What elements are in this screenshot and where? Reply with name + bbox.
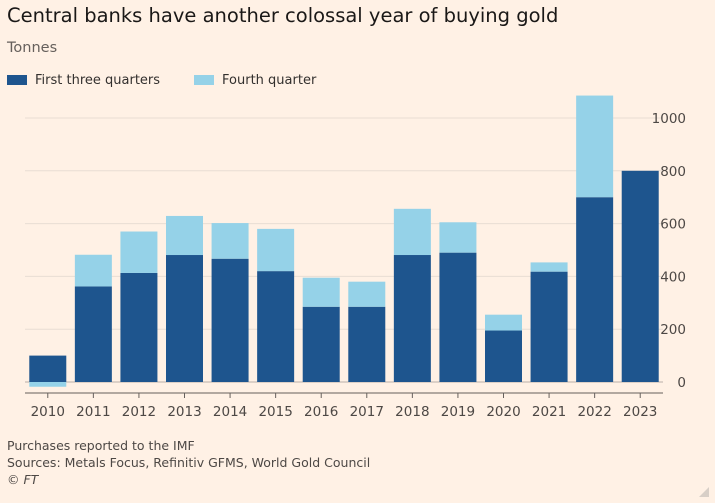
bar-first-three-quarters [348,306,386,382]
x-tick-label: 2021 [532,404,566,420]
bar-fourth-quarter [120,231,158,273]
bar-first-three-quarters [74,286,112,382]
y-tick-label: 1000 [652,111,686,127]
y-tick-label: 400 [660,269,686,285]
x-tick-label: 2013 [167,404,201,420]
bar-first-three-quarters [302,306,340,382]
bar-first-three-quarters [211,258,249,382]
x-tick-label: 2012 [122,404,156,420]
x-tick-label: 2023 [623,404,657,420]
bar-first-three-quarters [485,330,522,382]
bar-first-three-quarters [439,252,477,382]
legend-swatch-first-three-quarters [7,75,27,85]
y-tick-label: 0 [677,375,686,391]
legend-swatch-fourth-quarter [194,75,215,85]
bar-first-three-quarters [166,255,203,382]
legend-item-first-three-quarters: First three quarters [7,73,160,88]
x-tick-label: 2020 [486,404,520,420]
bar-fourth-quarter [302,277,340,307]
footer-copyright: © FT [7,472,39,487]
x-tick-label: 2018 [395,404,429,420]
footer-note: Purchases reported to the IMF [7,438,195,453]
bar-first-three-quarters [29,355,67,382]
bar-fourth-quarter [74,254,112,287]
x-tick-label: 2015 [258,404,292,420]
legend-label-fourth-quarter: Fourth quarter [222,72,317,88]
x-tick-label: 2010 [31,404,65,420]
x-tick-label: 2022 [577,404,611,420]
x-tick-label: 2016 [304,404,338,420]
bar-fourth-quarter [439,222,477,253]
legend-label-first-three-quarters: First three quarters [35,72,161,88]
bar-fourth-quarter [393,208,431,256]
chart-subtitle: Tonnes [7,40,58,56]
legend-item-fourth-quarter: Fourth quarter [194,73,316,88]
resize-handle-icon [699,487,709,497]
bar-fourth-quarter [29,382,67,387]
x-tick-label: 2017 [350,404,384,420]
legend: First three quarters Fourth quarter [7,71,316,89]
y-tick-label: 200 [660,322,686,338]
bar-fourth-quarter [485,314,522,331]
bar-fourth-quarter [348,281,386,307]
y-tick-label: 600 [660,217,686,233]
bar-fourth-quarter [530,262,568,272]
y-tick-label: 800 [660,164,686,180]
bar-first-three-quarters [621,170,659,382]
bar-first-three-quarters [530,271,568,382]
bar-first-three-quarters [576,197,614,382]
footer: Purchases reported to the IMF Sources: M… [7,437,370,488]
bar-fourth-quarter [211,223,249,259]
x-tick-label: 2019 [441,404,475,420]
x-tick-label: 2011 [76,404,110,420]
chart-title: Central banks have another colossal year… [7,4,559,27]
x-tick-label: 2014 [213,404,247,420]
bar-fourth-quarter [257,228,295,272]
bar-fourth-quarter [166,215,203,256]
bar-fourth-quarter [576,95,614,198]
bar-first-three-quarters [393,255,431,382]
footer-sources: Sources: Metals Focus, Refinitiv GFMS, W… [7,455,371,470]
bar-first-three-quarters [257,271,295,382]
bar-first-three-quarters [120,272,158,382]
